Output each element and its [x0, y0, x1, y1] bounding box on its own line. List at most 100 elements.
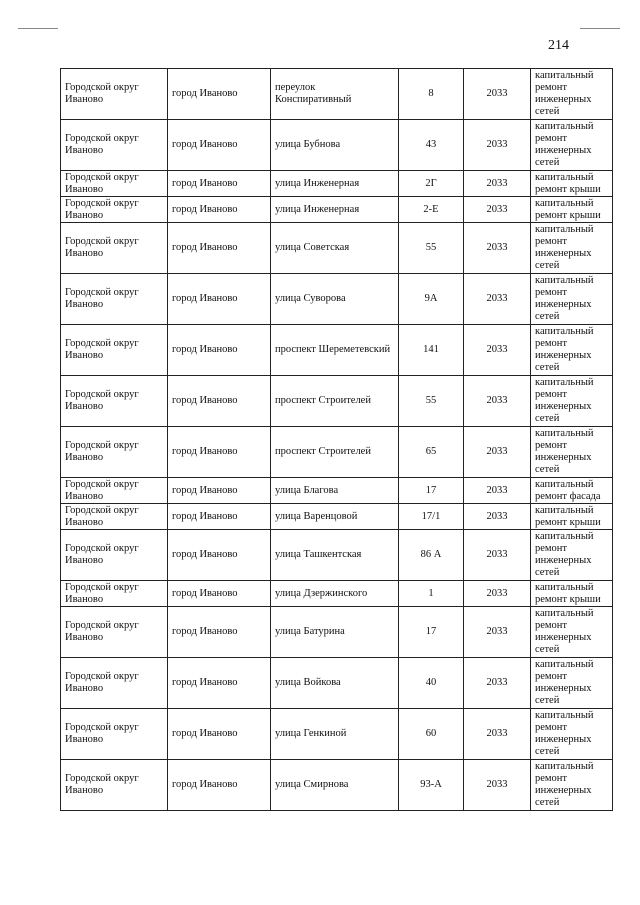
street-cell: улица Благова — [270, 477, 399, 504]
city-cell: город Иваново — [167, 170, 271, 197]
house-number-cell: 55 — [398, 222, 464, 274]
work-type-cell: капитальный ремонт инженерных сетей — [530, 119, 613, 171]
street-cell: проспект Строителей — [270, 375, 399, 427]
house-number-cell: 40 — [398, 657, 464, 709]
district-cell: Городской округ Иваново — [60, 324, 168, 376]
city-cell: город Иваново — [167, 606, 271, 658]
street-cell: улица Ташкентская — [270, 529, 399, 581]
district-cell: Городской округ Иваново — [60, 375, 168, 427]
street-cell: проспект Строителей — [270, 426, 399, 478]
table-row: Городской округ Иваново город Иваново улиц… — [60, 196, 613, 223]
district-cell: Городской округ Иваново — [60, 580, 168, 607]
city-cell: город Иваново — [167, 68, 271, 120]
city-cell: город Иваново — [167, 477, 271, 504]
house-number-cell: 86 А — [398, 529, 464, 581]
district-cell: Городской округ Иваново — [60, 657, 168, 709]
house-number-cell: 1 — [398, 580, 464, 607]
city-cell: город Иваново — [167, 529, 271, 581]
house-number-cell: 43 — [398, 119, 464, 171]
year-cell: 2033 — [463, 503, 531, 530]
page-number: 214 — [548, 38, 569, 53]
work-type-cell: капитальный ремонт инженерных сетей — [530, 657, 613, 709]
city-cell: город Иваново — [167, 196, 271, 223]
table-row: Городской округ Иваново город Иваново пере… — [60, 68, 613, 120]
district-cell: Городской округ Иваново — [60, 426, 168, 478]
work-type-cell: капитальный ремонт инженерных сетей — [530, 606, 613, 658]
table-row: Городской округ Иваново город Иваново улиц… — [60, 119, 613, 171]
city-cell: город Иваново — [167, 426, 271, 478]
work-type-cell: капитальный ремонт фасада — [530, 477, 613, 504]
district-cell: Городской округ Иваново — [60, 708, 168, 760]
work-type-cell: капитальный ремонт инженерных сетей — [530, 273, 613, 325]
work-type-cell: капитальный ремонт инженерных сетей — [530, 68, 613, 120]
work-type-cell: капитальный ремонт крыши — [530, 196, 613, 223]
district-cell: Городской округ Иваново — [60, 503, 168, 530]
year-cell: 2033 — [463, 68, 531, 120]
year-cell: 2033 — [463, 657, 531, 709]
district-cell: Городской округ Иваново — [60, 759, 168, 811]
city-cell: город Иваново — [167, 708, 271, 760]
district-cell: Городской округ Иваново — [60, 606, 168, 658]
table-row: Городской округ Иваново город Иваново улиц… — [60, 529, 613, 581]
city-cell: город Иваново — [167, 580, 271, 607]
work-type-cell: капитальный ремонт крыши — [530, 580, 613, 607]
work-type-cell: капитальный ремонт крыши — [530, 170, 613, 197]
house-number-cell: 17 — [398, 606, 464, 658]
district-cell: Городской округ Иваново — [60, 222, 168, 274]
city-cell: город Иваново — [167, 375, 271, 427]
housing-repair-table: Городской округ Иваново город Иваново пере… — [60, 68, 613, 811]
house-number-cell: 17 — [398, 477, 464, 504]
year-cell: 2033 — [463, 426, 531, 478]
year-cell: 2033 — [463, 529, 531, 581]
work-type-cell: капитальный ремонт крыши — [530, 503, 613, 530]
city-cell: город Иваново — [167, 222, 271, 274]
year-cell: 2033 — [463, 375, 531, 427]
district-cell: Городской округ Иваново — [60, 119, 168, 171]
district-cell: Городской округ Иваново — [60, 477, 168, 504]
district-cell: Городской округ Иваново — [60, 529, 168, 581]
city-cell: город Иваново — [167, 324, 271, 376]
street-cell: улица Батурина — [270, 606, 399, 658]
table-row: Городской округ Иваново город Иваново улиц… — [60, 606, 613, 658]
table-row: Городской округ Иваново город Иваново улиц… — [60, 273, 613, 325]
city-cell: город Иваново — [167, 759, 271, 811]
district-cell: Городской округ Иваново — [60, 68, 168, 120]
city-cell: город Иваново — [167, 273, 271, 325]
street-cell: улица Генкиной — [270, 708, 399, 760]
house-number-cell: 65 — [398, 426, 464, 478]
table-row: Городской округ Иваново город Иваново улиц… — [60, 580, 613, 607]
year-cell: 2033 — [463, 606, 531, 658]
table-row: Городской округ Иваново город Иваново улиц… — [60, 657, 613, 709]
house-number-cell: 8 — [398, 68, 464, 120]
work-type-cell: капитальный ремонт инженерных сетей — [530, 426, 613, 478]
table-row: Городской округ Иваново город Иваново улиц… — [60, 170, 613, 197]
scan-artifact — [18, 28, 58, 29]
year-cell: 2033 — [463, 196, 531, 223]
street-cell: улица Дзержинского — [270, 580, 399, 607]
city-cell: город Иваново — [167, 503, 271, 530]
year-cell: 2033 — [463, 324, 531, 376]
table-row: Городской округ Иваново город Иваново улиц… — [60, 708, 613, 760]
street-cell: улица Инженерная — [270, 170, 399, 197]
table-row: Городской округ Иваново город Иваново прос… — [60, 426, 613, 478]
year-cell: 2033 — [463, 273, 531, 325]
district-cell: Городской округ Иваново — [60, 170, 168, 197]
year-cell: 2033 — [463, 759, 531, 811]
street-cell: переулок Конспиративный — [270, 68, 399, 120]
house-number-cell: 60 — [398, 708, 464, 760]
district-cell: Городской округ Иваново — [60, 196, 168, 223]
scan-artifact — [580, 28, 620, 29]
year-cell: 2033 — [463, 170, 531, 197]
work-type-cell: капитальный ремонт инженерных сетей — [530, 324, 613, 376]
work-type-cell: капитальный ремонт инженерных сетей — [530, 759, 613, 811]
table-row: Городской округ Иваново город Иваново улиц… — [60, 222, 613, 274]
year-cell: 2033 — [463, 580, 531, 607]
work-type-cell: капитальный ремонт инженерных сетей — [530, 708, 613, 760]
year-cell: 2033 — [463, 119, 531, 171]
house-number-cell: 55 — [398, 375, 464, 427]
street-cell: улица Варенцовой — [270, 503, 399, 530]
street-cell: улица Советская — [270, 222, 399, 274]
table-row: Городской округ Иваново город Иваново улиц… — [60, 759, 613, 811]
street-cell: улица Бубнова — [270, 119, 399, 171]
house-number-cell: 9А — [398, 273, 464, 325]
